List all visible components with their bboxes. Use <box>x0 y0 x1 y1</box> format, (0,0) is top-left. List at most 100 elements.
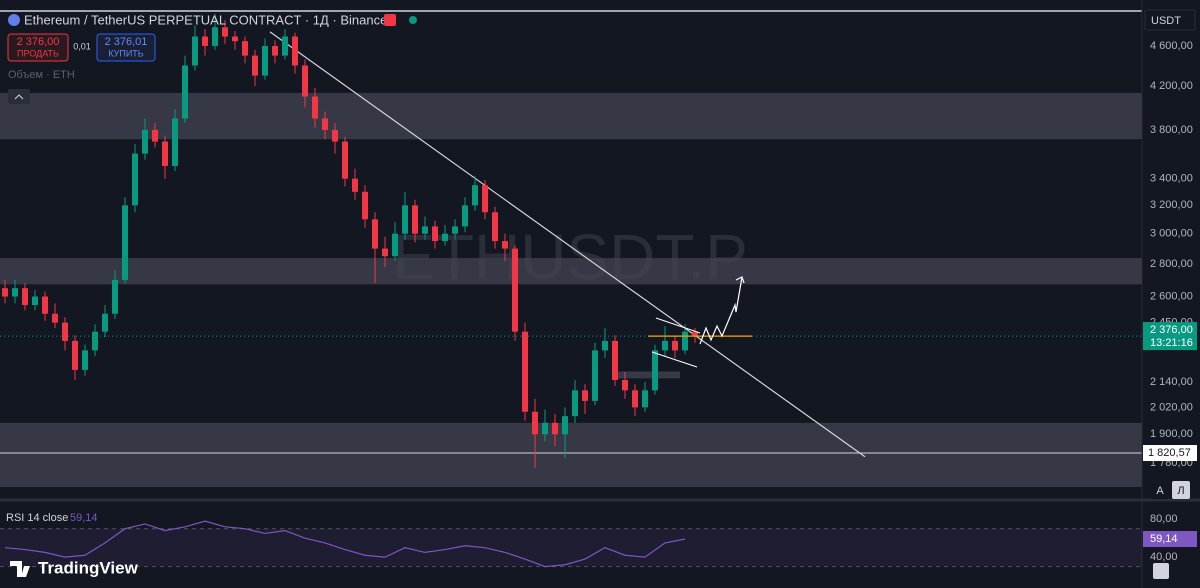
candle-body <box>592 350 598 401</box>
countdown: 13:21:16 <box>1150 337 1193 349</box>
candle-body <box>372 219 378 249</box>
log-scale-label: Л <box>1177 485 1184 497</box>
candle-body <box>502 241 508 249</box>
candle-body <box>582 390 588 401</box>
candle-body <box>172 118 178 166</box>
candle-body <box>602 340 608 351</box>
candle-body <box>72 340 78 370</box>
eth-icon <box>8 14 20 26</box>
candle-body <box>352 178 358 192</box>
settings-button[interactable] <box>1153 563 1169 579</box>
buy-label: КУПИТЬ <box>108 48 143 58</box>
candle-body <box>162 141 168 166</box>
candle-body <box>192 36 198 66</box>
candle-body <box>62 322 68 341</box>
flag-icon[interactable] <box>384 14 396 26</box>
candle-body <box>12 288 18 297</box>
candle-body <box>152 129 158 142</box>
rsi-value: 59,14 <box>70 512 98 524</box>
status-dot <box>409 16 417 24</box>
candle-body <box>532 411 538 435</box>
axis-labels: 4 600,00 4 200,00 3 800,00 3 400,00 3 200,00… <box>1143 40 1197 469</box>
sell-button[interactable] <box>7 33 69 62</box>
candle-body <box>292 36 298 66</box>
hline-label-box <box>1143 445 1197 462</box>
candle-body <box>252 55 258 76</box>
candle-body <box>412 205 418 234</box>
rsi-last-label: 59,14 <box>1150 533 1178 545</box>
y-tick-label: 4 200,00 <box>1150 80 1193 92</box>
rsi-band <box>0 528 1142 567</box>
plot <box>0 13 1142 468</box>
candle-body <box>512 248 518 332</box>
candle-body <box>262 45 268 76</box>
candle-body <box>472 185 478 206</box>
candle-body <box>112 279 118 314</box>
buy-button[interactable] <box>96 33 156 62</box>
y-tick-label: 2 140,00 <box>1150 376 1193 388</box>
candle-body <box>322 118 328 130</box>
y-tick-label: 4 600,00 <box>1150 40 1193 52</box>
spread: 0,01 <box>73 41 91 51</box>
candle-body <box>622 379 628 391</box>
y-tick-label: 3 000,00 <box>1150 228 1193 240</box>
candle-body <box>522 331 528 412</box>
rsi-tick-label: 40,00 <box>1150 551 1178 563</box>
candle-body <box>422 226 428 234</box>
candle-body <box>272 45 278 56</box>
candle-body <box>442 233 448 242</box>
candle-body <box>102 313 108 332</box>
rsi-tick-label: 80,00 <box>1150 513 1178 525</box>
candle-body <box>242 41 248 56</box>
zones <box>0 92 1142 487</box>
zone <box>612 371 680 379</box>
auto-scale-label: А <box>1156 485 1164 497</box>
candle-body <box>222 27 228 37</box>
candle-body <box>32 296 38 306</box>
candle-body <box>572 390 578 417</box>
y-tick-label: 1 900,00 <box>1150 428 1193 440</box>
candle-body <box>692 331 698 337</box>
zone <box>0 258 1142 285</box>
auto-scale-button[interactable] <box>1151 481 1169 499</box>
candle-body <box>482 185 488 213</box>
sell-label: ПРОДАТЬ <box>17 48 59 58</box>
candle-body <box>122 205 128 280</box>
volume-legend: Объем · ETH <box>8 69 75 81</box>
candle-body <box>402 205 408 234</box>
candle-body <box>682 331 688 351</box>
candle-body <box>452 226 458 234</box>
y-tick-label: 2 020,00 <box>1150 401 1193 413</box>
candle-body <box>302 65 308 97</box>
candle-body <box>142 129 148 154</box>
candle-body <box>82 350 88 370</box>
candle-body <box>182 65 188 119</box>
last-price-label: 2 376,00 <box>1150 324 1193 336</box>
candle-body <box>332 129 338 142</box>
rsi-last-box <box>1143 530 1197 547</box>
y-tick-label: 2 800,00 <box>1150 258 1193 270</box>
rsi-pane: 80,00 40,00 59,14 <box>0 513 1197 568</box>
candle-body <box>2 288 8 297</box>
candle-body <box>212 27 218 46</box>
candle-body <box>202 36 208 46</box>
y-tick-label: 3 800,00 <box>1150 124 1193 136</box>
currency: USDT <box>1151 15 1181 27</box>
y-tick-label: 2 600,00 <box>1150 290 1193 302</box>
candle-body <box>462 205 468 227</box>
sell-price: 2 376,00 <box>17 36 60 48</box>
candle-body <box>22 288 28 306</box>
currency-dropdown[interactable] <box>1144 9 1196 31</box>
logo-text: TradingView <box>38 558 139 577</box>
candle-body <box>432 226 438 242</box>
buy-price: 2 376,01 <box>105 36 148 48</box>
candle-body <box>342 141 348 179</box>
collapse-button[interactable] <box>8 89 30 104</box>
channel-lines <box>651 317 701 368</box>
trendline <box>269 31 866 458</box>
hline-label: 1 820,57 <box>1148 447 1191 459</box>
candle-body <box>42 296 48 314</box>
log-scale-button[interactable] <box>1172 481 1190 499</box>
